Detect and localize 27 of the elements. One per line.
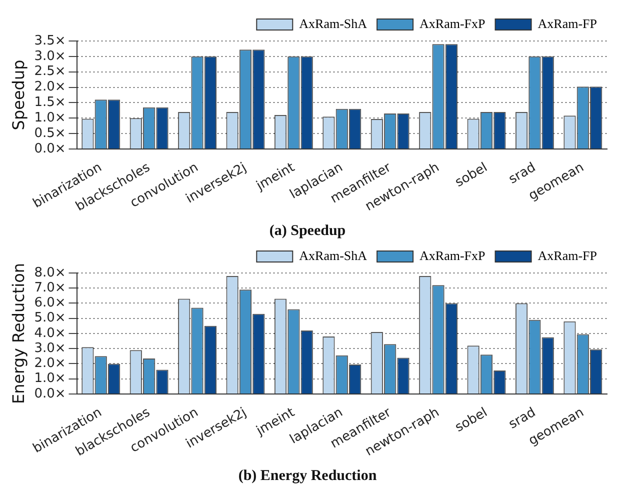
y-tick-label: 3.5× — [34, 33, 66, 48]
y-axis-title: Energy Reduction — [8, 262, 28, 404]
y-tick-label: 1.5× — [34, 95, 66, 110]
y-tick-label: 0.5× — [34, 126, 66, 141]
y-tick-label: 5.0× — [34, 310, 66, 326]
y-tick-label: 6.0× — [34, 296, 66, 311]
y-tick-label: 0.0× — [34, 141, 66, 156]
y-tick-label: 1.0× — [34, 110, 66, 126]
text: (b) Energy Reduction — [238, 468, 378, 484]
legend-label: AxRam-FxP — [420, 16, 486, 31]
y-axis-title: Speedup — [8, 60, 28, 130]
y-tick-label: 4.0× — [34, 326, 66, 341]
legend-label: AxRam-FP — [538, 248, 598, 263]
y-tick-label: 3.0× — [34, 48, 66, 64]
y-tick-label: 3.0× — [34, 340, 66, 356]
y-tick-label: 2.0× — [34, 356, 66, 372]
y-tick-label: 1.0× — [34, 371, 66, 386]
y-tick-label: 2.0× — [34, 80, 66, 95]
y-tick-label: 8.0× — [34, 265, 66, 280]
legend-label: AxRam-FxP — [420, 248, 486, 263]
y-tick-label: 7.0× — [34, 280, 66, 296]
legend-label: AxRam-ShA — [299, 16, 368, 31]
text: (a) Speedup — [269, 222, 346, 239]
legend-label: AxRam-FP — [538, 16, 598, 31]
y-tick-label: 0.0× — [34, 386, 66, 402]
y-tick-label: 2.5× — [34, 64, 66, 80]
legend-label: AxRam-ShA — [299, 248, 368, 263]
